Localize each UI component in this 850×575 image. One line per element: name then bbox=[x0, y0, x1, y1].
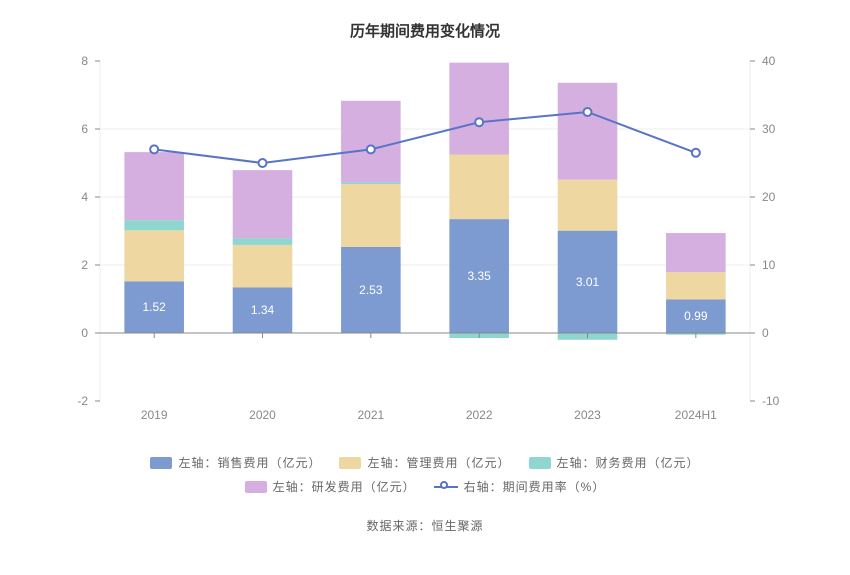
legend-item[interactable]: 左轴：销售费用（亿元） bbox=[150, 451, 321, 475]
legend-swatch bbox=[150, 457, 172, 469]
bar-rd bbox=[233, 170, 293, 238]
rate-marker bbox=[692, 149, 700, 157]
bar-label: 2.53 bbox=[359, 283, 383, 297]
x-tick-label: 2023 bbox=[574, 408, 601, 422]
bar-label: 1.34 bbox=[251, 303, 275, 317]
rate-marker bbox=[367, 145, 375, 153]
y-right-tick-label: 30 bbox=[762, 122, 776, 136]
y-left-tick-label: 0 bbox=[81, 326, 88, 340]
x-tick-label: 2024H1 bbox=[675, 408, 717, 422]
y-right-tick-label: 0 bbox=[762, 326, 769, 340]
bar-mgmt bbox=[341, 184, 401, 247]
legend-label: 右轴：期间费用率（%） bbox=[464, 475, 606, 499]
bar-finance bbox=[233, 238, 293, 245]
legend-swatch bbox=[245, 481, 267, 493]
bar-label: 3.35 bbox=[467, 269, 491, 283]
y-right-tick-label: 40 bbox=[762, 54, 776, 68]
x-tick-label: 2021 bbox=[357, 408, 384, 422]
bar-mgmt bbox=[124, 230, 184, 281]
bar-label: 3.01 bbox=[576, 275, 600, 289]
rate-marker bbox=[584, 108, 592, 116]
bar-rd bbox=[666, 233, 726, 272]
x-tick-label: 2022 bbox=[466, 408, 493, 422]
chart-title: 历年期间费用变化情况 bbox=[40, 20, 810, 41]
bar-rd bbox=[341, 101, 401, 183]
y-left-tick-label: 6 bbox=[81, 122, 88, 136]
x-tick-label: 2019 bbox=[141, 408, 168, 422]
bar-mgmt bbox=[558, 180, 618, 231]
y-left-tick-label: 4 bbox=[81, 190, 88, 204]
legend-line-swatch bbox=[434, 481, 458, 493]
y-right-tick-label: 20 bbox=[762, 190, 776, 204]
y-left-tick-label: -2 bbox=[77, 394, 88, 408]
legend-swatch bbox=[529, 457, 551, 469]
legend-item[interactable]: 左轴：管理费用（亿元） bbox=[339, 451, 510, 475]
y-right-tick-label: -10 bbox=[762, 394, 780, 408]
legend-label: 左轴：管理费用（亿元） bbox=[367, 451, 510, 475]
legend-label: 左轴：研发费用（亿元） bbox=[273, 475, 416, 499]
x-tick-label: 2020 bbox=[249, 408, 276, 422]
legend-label: 左轴：财务费用（亿元） bbox=[557, 451, 700, 475]
data-source-label: 数据来源：恒生聚源 bbox=[40, 517, 810, 534]
legend-item[interactable]: 右轴：期间费用率（%） bbox=[434, 475, 606, 499]
chart-container: 历年期间费用变化情况 -2 0 2 4 6 8 -10 0 10 20 30 40 1.52 1.34 2.… bbox=[0, 0, 850, 575]
legend-row: 左轴：销售费用（亿元） 左轴：管理费用（亿元） 左轴：财务费用（亿元） bbox=[40, 451, 810, 475]
bar-rd bbox=[449, 63, 509, 155]
chart-svg: -2 0 2 4 6 8 -10 0 10 20 30 40 1.52 1.34 2.53 3.35 3.01 0… bbox=[40, 51, 810, 431]
bar-mgmt bbox=[233, 245, 293, 288]
y-left-tick-label: 2 bbox=[81, 258, 88, 272]
legend-item[interactable]: 左轴：财务费用（亿元） bbox=[529, 451, 700, 475]
y-left-tick-label: 8 bbox=[81, 54, 88, 68]
legend: 左轴：销售费用（亿元）左轴：管理费用（亿元）左轴：财务费用（亿元）左轴：研发费用… bbox=[40, 451, 810, 499]
legend-row: 左轴：研发费用（亿元） 右轴：期间费用率（%） bbox=[40, 475, 810, 499]
chart-plot-area: -2 0 2 4 6 8 -10 0 10 20 30 40 1.52 1.34 2.53 3.35 3.01 0… bbox=[40, 51, 810, 431]
rate-marker bbox=[259, 159, 267, 167]
bar-finance bbox=[124, 220, 184, 230]
rate-marker bbox=[475, 118, 483, 126]
legend-item[interactable]: 左轴：研发费用（亿元） bbox=[245, 475, 416, 499]
legend-label: 左轴：销售费用（亿元） bbox=[178, 451, 321, 475]
bar-mgmt bbox=[449, 155, 509, 220]
rate-marker bbox=[150, 145, 158, 153]
bar-finance bbox=[341, 182, 401, 184]
bar-rd bbox=[558, 83, 618, 180]
bar-mgmt bbox=[666, 272, 726, 299]
legend-swatch bbox=[339, 457, 361, 469]
bar-label: 1.52 bbox=[142, 300, 166, 314]
bar-label: 0.99 bbox=[684, 309, 708, 323]
bar-rd bbox=[124, 152, 184, 220]
y-right-tick-label: 10 bbox=[762, 258, 776, 272]
